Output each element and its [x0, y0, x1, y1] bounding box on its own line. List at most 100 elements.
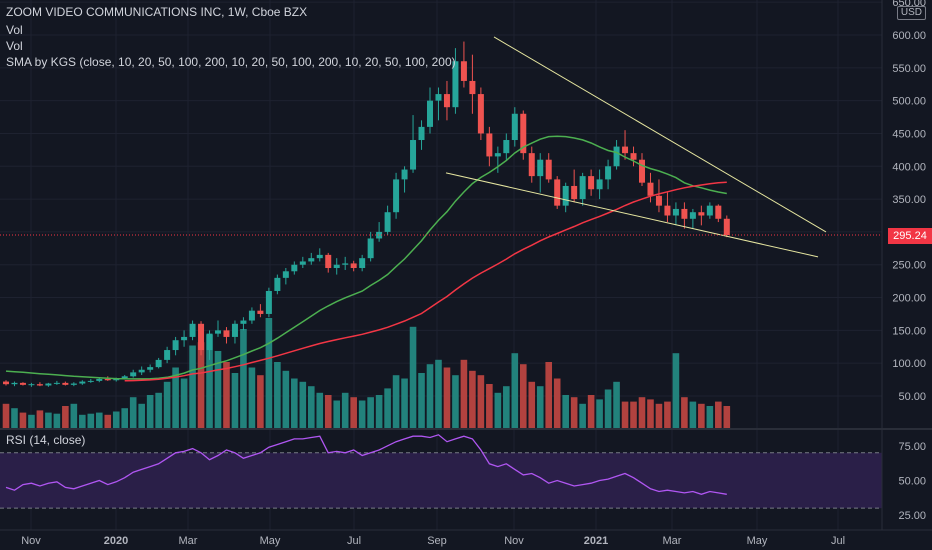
volume-bar: [392, 375, 400, 428]
rsi-panel: [0, 434, 882, 509]
candle-up: [96, 378, 103, 381]
price-tick-label: 50.00: [898, 391, 926, 403]
volume-bar: [723, 406, 731, 428]
volume-bar: [503, 386, 510, 428]
volume-bar: [596, 399, 603, 428]
candle-down: [257, 310, 264, 314]
volume-bar: [121, 408, 129, 428]
time-tick-label: Mar: [179, 535, 198, 547]
volume-bar: [350, 397, 357, 428]
volume-bar: [189, 345, 196, 428]
rsi-tick-label: 50.00: [898, 475, 926, 487]
candle-up: [401, 169, 408, 180]
volume-bar: [375, 395, 383, 428]
time-tick-label: Nov: [21, 535, 41, 547]
sma-20-line: [5, 135, 727, 380]
candle-down: [630, 153, 637, 160]
candle-up: [147, 367, 154, 370]
candle-up: [333, 264, 340, 269]
candle-up: [706, 205, 713, 216]
price-tick-label: 150.00: [892, 325, 926, 337]
volume-bar: [367, 397, 374, 428]
candle-up: [164, 350, 171, 360]
volume-bar: [689, 401, 697, 428]
volume-bar: [45, 412, 52, 428]
trendlines[interactable]: [0, 36, 882, 258]
volume-bar: [664, 401, 671, 428]
candle-up: [291, 264, 298, 272]
candle-up: [87, 380, 94, 382]
volume-bar: [240, 329, 247, 428]
candle-up: [240, 320, 247, 324]
volume-bar: [613, 381, 620, 428]
price-tick-label: 500.00: [892, 96, 926, 108]
volume-bar: [104, 414, 112, 428]
candle-down: [622, 146, 629, 154]
candle-up: [130, 372, 137, 377]
volume-bar: [197, 342, 205, 428]
volume-bar: [553, 378, 561, 428]
volume-bar: [36, 410, 44, 428]
volume-bar: [562, 395, 569, 428]
volume-bar: [70, 403, 78, 428]
volume-bar: [180, 378, 188, 428]
volume-bar: [698, 403, 705, 428]
candle-up: [511, 113, 518, 141]
candle-down: [647, 182, 654, 196]
volume-bar: [358, 400, 366, 428]
volume-bar: [435, 359, 442, 428]
volume-bar: [570, 397, 578, 428]
volume-bar: [460, 359, 468, 428]
candle-up: [376, 231, 383, 239]
candle-up: [274, 277, 281, 291]
candle-down: [62, 382, 69, 385]
volume-bar: [494, 392, 502, 428]
currency-badge[interactable]: USD: [896, 6, 926, 20]
volume-bar: [291, 378, 298, 428]
volume-bar: [62, 406, 69, 428]
candle-up: [494, 153, 501, 157]
candle-up: [605, 166, 612, 180]
volume-bar: [545, 362, 553, 428]
candle-down: [554, 179, 561, 206]
rsi-band-fill: [0, 452, 882, 509]
candle-down: [19, 382, 26, 385]
candle-down: [36, 384, 43, 386]
time-tick-label: May: [260, 535, 281, 547]
volume-bar: [299, 381, 307, 428]
volume-bar: [282, 370, 290, 428]
candle-up: [427, 100, 433, 127]
candle-up: [579, 176, 586, 200]
price-tick-label: 550.00: [892, 63, 926, 75]
time-tick-label: Mar: [663, 535, 682, 547]
candle-up: [562, 185, 569, 206]
price-tick-label: 600.00: [892, 30, 926, 42]
candle-down: [325, 254, 332, 269]
volume-bar: [257, 375, 264, 428]
candle-down: [723, 218, 730, 236]
candle-down: [198, 323, 205, 351]
volume-bar: [536, 386, 544, 428]
candle-down: [460, 61, 467, 81]
candle-down: [571, 185, 578, 200]
volume-bar: [206, 334, 213, 428]
volume-bar: [95, 412, 103, 428]
last-price-badge: 295.24: [888, 228, 932, 244]
candle-up: [189, 323, 196, 337]
candle-down: [588, 176, 595, 190]
volume-bar: [672, 353, 680, 428]
sma-50-line: [124, 181, 727, 382]
candle-down: [715, 205, 722, 219]
volume-bar: [486, 384, 493, 428]
volume-bar: [452, 375, 459, 428]
candle-up: [155, 359, 162, 368]
rsi-tick-label: 75.00: [898, 441, 926, 453]
volume-bar: [519, 364, 527, 428]
rsi-tick-label: 25.00: [898, 510, 926, 522]
volume-bar: [426, 364, 434, 428]
candle-up: [79, 381, 86, 384]
volume-bar: [528, 381, 536, 428]
candlesticks[interactable]: [3, 41, 730, 387]
